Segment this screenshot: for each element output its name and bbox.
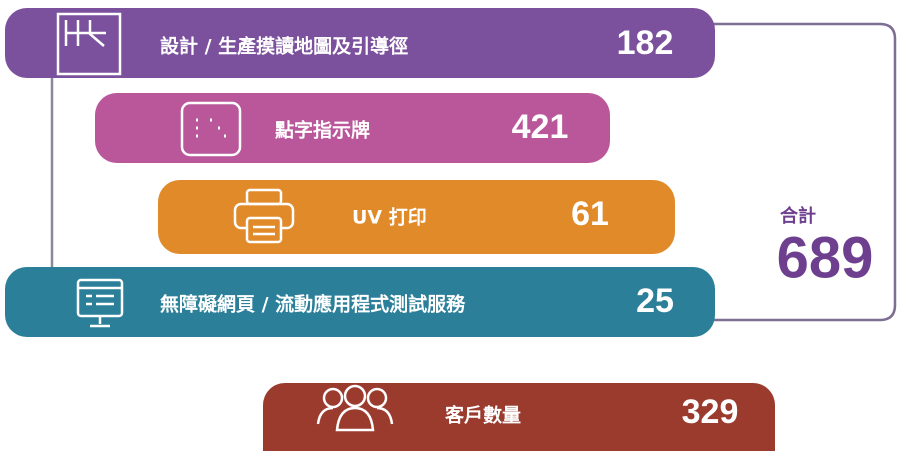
customers-value: 329 <box>682 393 739 431</box>
item-label: 無障礙網頁 / 流動應用程式測試服務 <box>160 293 466 316</box>
printer-icon <box>233 188 295 244</box>
total-label: 合計 <box>780 205 816 227</box>
item-value: 25 <box>636 282 674 320</box>
total-value: 689 <box>777 225 874 290</box>
map-icon <box>56 12 122 76</box>
item-value: 182 <box>617 24 674 62</box>
web-icon <box>76 278 124 328</box>
total-bracket <box>700 22 897 322</box>
customers-bar <box>263 383 775 451</box>
bar-item <box>158 180 675 254</box>
item-label: UV 打印 <box>352 206 427 229</box>
customers-label: 客戶數量 <box>445 404 521 427</box>
bar-item <box>95 93 610 163</box>
bar-item <box>5 8 715 78</box>
bar-item <box>5 267 715 337</box>
braille-icon <box>180 101 242 157</box>
people-icon <box>316 384 394 432</box>
item-value: 61 <box>571 195 609 233</box>
item-label: 點字指示牌 <box>274 119 370 142</box>
item-value: 421 <box>512 108 569 146</box>
item-label: 設計 / 生產摸讀地圖及引導徑 <box>160 35 408 58</box>
